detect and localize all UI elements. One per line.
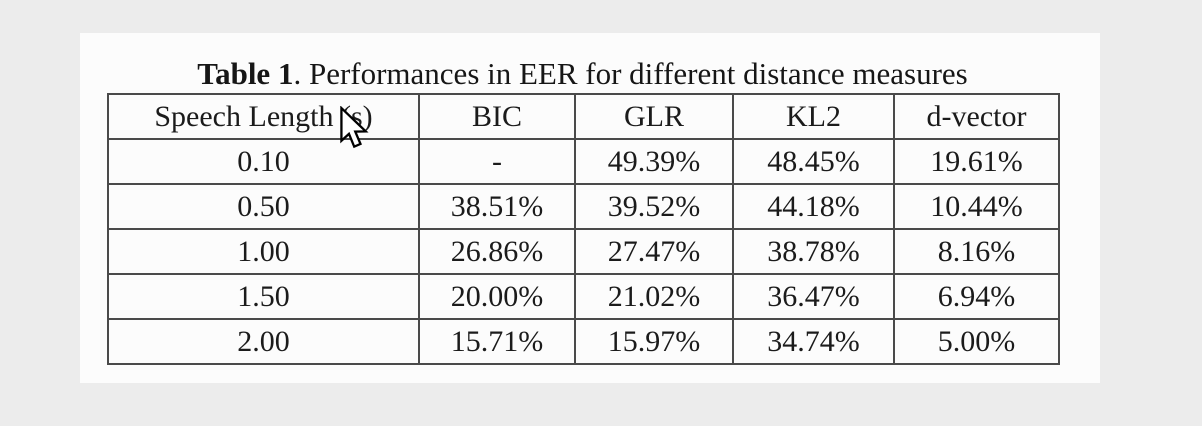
table-cell: 1.50 bbox=[107, 273, 420, 320]
table-caption-number: Table 1 bbox=[197, 56, 294, 91]
table-cell: 21.02% bbox=[574, 273, 734, 320]
table-cell: 44.18% bbox=[732, 183, 895, 230]
table-body: 0.10-49.39% 48.45% 19.61% 0.50 38.51% 39.52% 4… bbox=[107, 138, 1060, 365]
column-header-bic: BIC bbox=[418, 93, 576, 140]
column-header-d-vector: d-vector bbox=[893, 93, 1060, 140]
table-cell: 8.16% bbox=[893, 228, 1060, 275]
table-cell: 0.10 bbox=[107, 138, 420, 185]
table-cell: 0.50 bbox=[107, 183, 420, 230]
column-header-speech-length-s: Speech Length (s) bbox=[107, 93, 420, 140]
document-page: Table 1. Performances in EER for differe… bbox=[80, 33, 1100, 383]
table-cell: 15.97% bbox=[574, 318, 734, 365]
table-cell: - bbox=[418, 138, 576, 185]
eer-results-table: Speech Length (s) BIC GLR KL2 d-vector 0.10-… bbox=[107, 93, 1060, 365]
table-row: 0.10-49.39% 48.45% 19.61% bbox=[107, 138, 1060, 185]
table-cell: 5.00% bbox=[893, 318, 1060, 365]
table-cell: 49.39% bbox=[574, 138, 734, 185]
column-header-kl2: KL2 bbox=[732, 93, 895, 140]
column-header-glr: GLR bbox=[574, 93, 734, 140]
table-caption-text: . Performances in EER for different dist… bbox=[293, 56, 968, 91]
table-cell: 38.78% bbox=[732, 228, 895, 275]
table-cell: 2.00 bbox=[107, 318, 420, 365]
table-cell: 15.71% bbox=[418, 318, 576, 365]
table-cell: 20.00% bbox=[418, 273, 576, 320]
table-cell: 36.47% bbox=[732, 273, 895, 320]
table-row: 1.00 26.86% 27.47% 38.78% 8.16% bbox=[107, 228, 1060, 275]
table-row: 0.50 38.51% 39.52% 44.18% 10.44% bbox=[107, 183, 1060, 230]
table-cell: 1.00 bbox=[107, 228, 420, 275]
table-cell: 6.94% bbox=[893, 273, 1060, 320]
table-cell: 34.74% bbox=[732, 318, 895, 365]
table-row: 1.50 20.00% 21.02% 36.47% 6.94% bbox=[107, 273, 1060, 320]
table-cell: 38.51% bbox=[418, 183, 576, 230]
table-cell: 27.47% bbox=[574, 228, 734, 275]
table-cell: 26.86% bbox=[418, 228, 576, 275]
table-cell: 48.45% bbox=[732, 138, 895, 185]
header-row: Speech Length (s) BIC GLR KL2 d-vector bbox=[107, 93, 1060, 140]
table-cell: 39.52% bbox=[574, 183, 734, 230]
table-row: 2.00 15.71% 15.97% 34.74% 5.00% bbox=[107, 318, 1060, 365]
table-cell: 19.61% bbox=[893, 138, 1060, 185]
table-caption: Table 1. Performances in EER for differe… bbox=[107, 56, 1058, 91]
table-cell: 10.44% bbox=[893, 183, 1060, 230]
